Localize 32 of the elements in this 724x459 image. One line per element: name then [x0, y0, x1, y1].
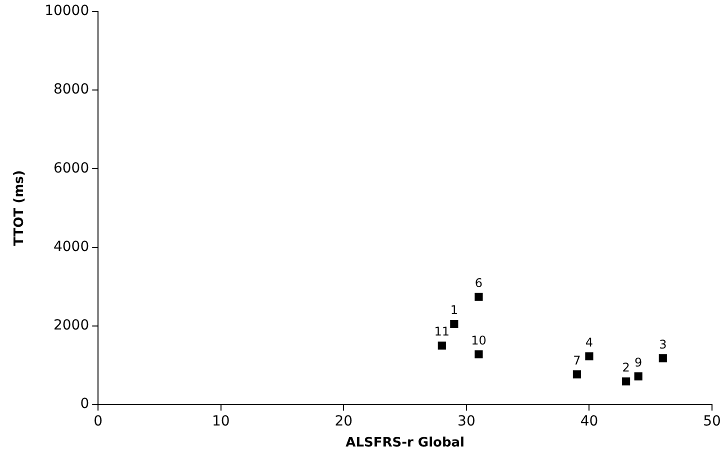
annotation: 4 — [585, 335, 594, 350]
annotation: 10 — [471, 333, 486, 348]
annotation: 2 — [622, 360, 630, 375]
x-tick-label: 30 — [458, 414, 476, 430]
annotation: 11 — [434, 324, 450, 339]
point — [438, 342, 446, 350]
y-tick-label: 10000 — [44, 3, 90, 20]
point — [622, 377, 630, 386]
point — [585, 352, 594, 360]
point — [658, 354, 667, 362]
y-tick-label: 2000 — [53, 318, 90, 334]
point — [634, 372, 642, 380]
x-tick-label: 50 — [703, 414, 721, 430]
annotation: 6 — [474, 276, 483, 290]
y-tick-label: 8000 — [53, 82, 90, 98]
point — [474, 350, 483, 358]
annotation: 7 — [573, 353, 581, 368]
annotation: 1 — [450, 303, 458, 318]
x-axis-title: ALSFRS-r Global — [346, 436, 465, 451]
y-tick-label: 6000 — [53, 160, 90, 176]
y-axis-title: TTOT (ms) — [12, 170, 28, 246]
annotation: 9 — [634, 355, 642, 370]
point — [572, 370, 581, 378]
point — [450, 320, 458, 328]
annotation: 3 — [659, 337, 667, 352]
y-tick-label: 4000 — [53, 238, 90, 255]
x-tick-label: 0 — [94, 414, 103, 430]
point — [474, 292, 483, 301]
y-tick-label: 0 — [80, 396, 90, 412]
x-tick-label: 20 — [334, 414, 353, 430]
x-tick-label: 40 — [580, 414, 598, 430]
x-tick-label: 10 — [212, 414, 230, 430]
